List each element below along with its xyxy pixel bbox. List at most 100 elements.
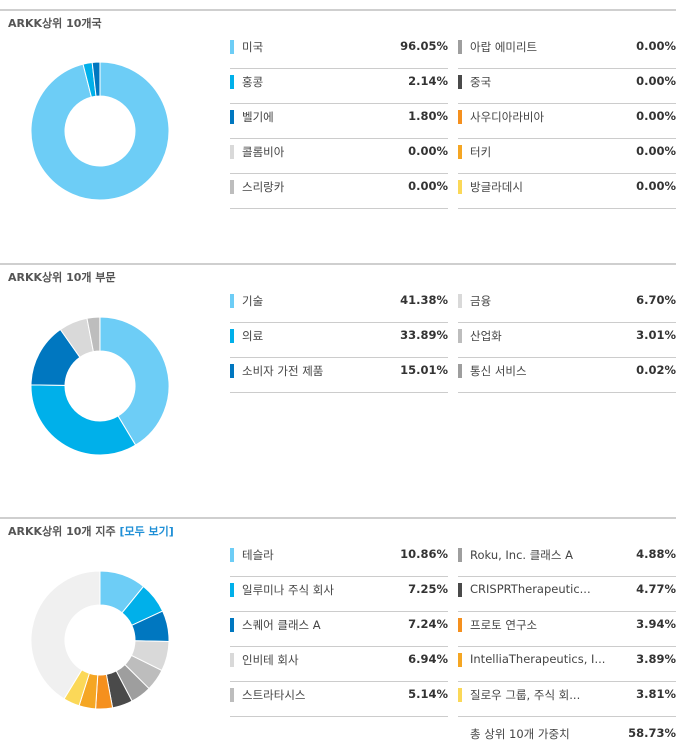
legend-swatch	[230, 75, 234, 89]
legend-item: 미국 96.05%	[230, 34, 448, 69]
legend-label: 중국	[470, 74, 491, 90]
legend-item: 질로우 그룹, 주식 회...3.81%	[458, 682, 676, 717]
legend-swatch	[458, 688, 462, 702]
legend-label: IntelliaTherapeutics, I...	[470, 652, 605, 666]
legend-swatch	[230, 618, 234, 632]
legend-item: 인비테 회사 6.94%	[230, 647, 448, 682]
legend-swatch	[230, 583, 234, 597]
legend-value: 15.01%	[400, 363, 448, 377]
legend-value: 1.80%	[408, 109, 448, 123]
legend-value: 4.77%	[636, 582, 676, 596]
legend-value: 0.00%	[636, 74, 676, 88]
legend-item: Roku, Inc. 클래스 A 4.88%	[458, 542, 676, 577]
legend-item: CRISPRTherapeutic...4.77%	[458, 577, 676, 612]
legend-label: 아랍 에미리트	[470, 39, 537, 55]
legend-item: 방글라데시 0.00%	[458, 174, 676, 209]
legend-swatch	[458, 294, 462, 308]
legend-swatch	[230, 548, 234, 562]
legend-item: IntelliaTherapeutics, I... 3.89%	[458, 647, 676, 682]
section-title: ARKK상위 10개 지주 [모두 보기]	[8, 523, 174, 539]
legend-value: 0.00%	[636, 179, 676, 193]
legend-swatch	[230, 688, 234, 702]
legend-label: 방글라데시	[470, 179, 523, 195]
legend-value: 6.94%	[408, 652, 448, 666]
legend-swatch	[458, 75, 462, 89]
legend-value: 6.70%	[636, 293, 676, 307]
legend-label: 통신 서비스	[470, 363, 527, 379]
legend-value: 4.88%	[636, 547, 676, 561]
legend-item: 소비자 가전 제품 15.01%	[230, 358, 448, 393]
legend-label: 기술	[242, 293, 263, 309]
view-all-link[interactable]: [모두 보기]	[119, 525, 173, 538]
legend-label: 미국	[242, 39, 263, 55]
legend-swatch	[458, 329, 462, 343]
legend-value: 5.14%	[408, 687, 448, 701]
legend-label: 스트라타시스	[242, 687, 305, 703]
legend-value: 7.24%	[408, 617, 448, 631]
legend-swatch	[458, 40, 462, 54]
legend-value: 0.00%	[636, 109, 676, 123]
legend-value: 3.81%	[636, 687, 676, 701]
sectors-donut-chart	[30, 316, 170, 456]
holdings-donut-chart	[30, 570, 170, 710]
legend-label: 스리랑카	[242, 179, 284, 195]
legend-value: 3.94%	[636, 617, 676, 631]
legend-label: 금융	[470, 293, 491, 309]
legend-swatch	[230, 653, 234, 667]
legend-value: 0.00%	[408, 179, 448, 193]
legend-label: 스퀘어 클래스 A	[242, 617, 321, 633]
legend-item: 중국 0.00%	[458, 69, 676, 104]
legend-item: 의료 33.89%	[230, 323, 448, 358]
legend-swatch	[458, 110, 462, 124]
legend-swatch	[458, 180, 462, 194]
section-divider	[0, 517, 676, 519]
legend-label: 인비테 회사	[242, 652, 299, 668]
legend-value: 3.01%	[636, 328, 676, 342]
legend-swatch	[230, 180, 234, 194]
section-title: ARKK상위 10개국	[8, 15, 102, 31]
legend-label: 산업화	[470, 328, 502, 344]
legend-label: 의료	[242, 328, 263, 344]
legend-swatch	[230, 329, 234, 343]
legend-value: 3.89%	[636, 652, 676, 666]
legend-item: 스리랑카 0.00%	[230, 174, 448, 209]
legend-value: 2.14%	[408, 74, 448, 88]
legend-value: 0.00%	[408, 144, 448, 158]
legend-value: 7.25%	[408, 582, 448, 596]
legend-label: Roku, Inc. 클래스 A	[470, 547, 573, 563]
total-label: 총 상위 10개 가중치	[470, 726, 570, 742]
legend-item: 콜롬비아 0.00%	[230, 139, 448, 174]
legend-swatch	[230, 145, 234, 159]
legend-label: 테슬라	[242, 547, 274, 563]
legend-label: 콜롬비아	[242, 144, 284, 160]
section-title: ARKK상위 10개 부문	[8, 269, 116, 285]
legend-item: 스퀘어 클래스 A 7.24%	[230, 612, 448, 647]
legend-value: 0.00%	[636, 39, 676, 53]
legend-label: 벨기에	[242, 109, 274, 125]
total-value: 58.73%	[628, 726, 676, 740]
legend-item: 스트라타시스 5.14%	[230, 682, 448, 717]
legend-swatch	[458, 583, 462, 597]
legend-value: 0.00%	[636, 144, 676, 158]
legend-value: 33.89%	[400, 328, 448, 342]
legend-swatch	[458, 145, 462, 159]
total-weight-row: 총 상위 10개 가중치 58.73%	[458, 717, 676, 747]
legend-label: 소비자 가전 제품	[242, 363, 323, 379]
legend-value: 96.05%	[400, 39, 448, 53]
legend-swatch	[458, 618, 462, 632]
legend-item: 금융 6.70%	[458, 288, 676, 323]
countries-donut-chart	[30, 61, 170, 201]
